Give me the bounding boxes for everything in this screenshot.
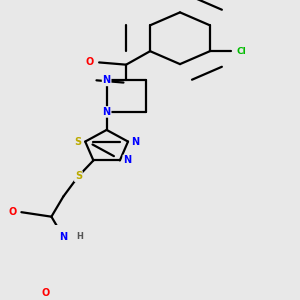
Text: S: S <box>74 136 81 147</box>
Text: H: H <box>76 232 83 242</box>
Text: N: N <box>123 155 131 165</box>
Text: N: N <box>103 75 111 85</box>
Text: Cl: Cl <box>236 47 246 56</box>
Text: S: S <box>75 171 82 181</box>
Text: O: O <box>86 57 94 68</box>
Text: O: O <box>41 288 50 298</box>
Text: N: N <box>59 232 68 242</box>
Text: N: N <box>131 136 140 147</box>
Text: N: N <box>103 107 111 117</box>
Text: O: O <box>8 207 16 217</box>
